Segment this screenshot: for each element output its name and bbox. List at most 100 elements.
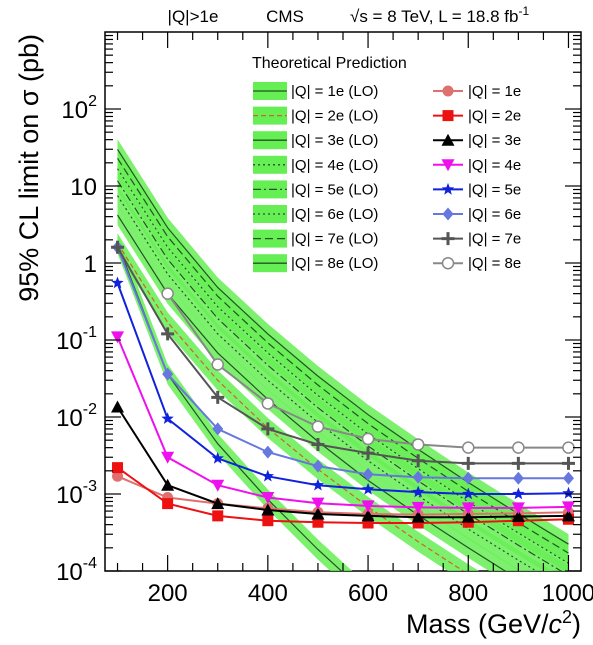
limit-point-7e-3 <box>211 390 225 404</box>
limit-point-3e-1 <box>111 400 125 413</box>
limit-series <box>111 240 575 529</box>
limit-point-6e-3 <box>212 422 224 436</box>
limit-point-2e-7 <box>412 517 424 529</box>
legend-series-marker-2e <box>442 110 454 122</box>
y-tick-label-base: 10 <box>70 174 97 201</box>
limit-point-3e-10 <box>561 509 575 522</box>
limit-point-7e-1 <box>111 240 125 254</box>
limit-point-3e-3 <box>211 497 225 510</box>
limit-point-8e-2 <box>211 358 224 371</box>
theory-line-5e <box>116 180 563 571</box>
legend-series-marker-8e <box>441 256 455 270</box>
y-tick-label-base: 10 <box>56 482 83 509</box>
x-axis-title-close: ) <box>572 609 581 639</box>
limit-point-5e-10 <box>562 486 575 499</box>
limit-point-4e-3 <box>211 479 225 492</box>
limit-point-3e-2 <box>161 478 175 491</box>
limit-point-4e-4 <box>261 492 275 505</box>
limit-point-6e-10 <box>562 471 574 485</box>
axis-ticks <box>105 32 581 572</box>
y-tick-label: 10-1 <box>56 324 97 355</box>
legend-series-marker-7e <box>441 232 455 246</box>
limit-point-2e-3 <box>212 510 224 522</box>
limit-point-5e-7 <box>412 485 425 498</box>
legend-theory-label-3e: |Q| = 3e (LO) <box>291 132 378 149</box>
legend-theory-label-6e: |Q| = 6e (LO) <box>291 206 378 223</box>
y-tick-label-base: 1 <box>84 251 97 278</box>
limit-point-7e-6 <box>361 446 375 460</box>
legend-series-label-4e: |Q| = 4e <box>468 157 521 174</box>
limit-point-7e-2 <box>161 327 175 341</box>
legend-theory-label-2e: |Q| = 2e (LO) <box>291 108 378 125</box>
x-tick-label-800: 800 <box>448 580 488 607</box>
limit-point-4e-10 <box>561 501 575 514</box>
x-axis-title-exp: 2 <box>562 607 572 627</box>
legend-series-marker-4e <box>441 159 455 172</box>
y-tick-label: 1 <box>84 251 97 278</box>
limit-point-3e-4 <box>261 503 275 516</box>
y-tick-label-exp: -1 <box>83 324 97 341</box>
limit-point-2e-2 <box>162 498 174 510</box>
y-tick-label-exp: -3 <box>83 478 97 495</box>
limit-point-8e-1 <box>161 287 174 300</box>
limit-point-5e-4 <box>261 469 274 482</box>
legend: Theoretical Prediction |Q| = 1e (LO) |Q| … <box>252 55 521 273</box>
limit-point-7e-7 <box>411 454 425 468</box>
y-tick-label: 102 <box>61 93 97 124</box>
limit-point-3e-8 <box>461 510 475 523</box>
limit-point-2e-6 <box>362 517 374 529</box>
limit-point-4e-7 <box>411 501 425 514</box>
legend-series-label-7e: |Q| = 7e <box>468 231 521 248</box>
legend-series-marker-6e <box>442 207 454 221</box>
limit-line-6e <box>116 246 569 480</box>
y-tick-label: 10-2 <box>56 401 97 432</box>
limit-point-6e-8 <box>462 471 474 485</box>
limit-point-5e-2 <box>161 412 174 424</box>
x-axis-title-c: c <box>548 609 562 639</box>
limit-point-5e-8 <box>462 487 475 500</box>
limit-point-4e-9 <box>511 502 525 515</box>
x-tick-label-600: 600 <box>348 580 388 607</box>
legend-series-label-6e: |Q| = 6e <box>468 206 521 223</box>
y-tick-label-base: 10 <box>56 405 83 432</box>
limit-point-8e-3 <box>261 397 275 410</box>
legend-series-label-5e: |Q| = 5e <box>468 181 521 198</box>
x-tick-label-200: 200 <box>148 580 188 607</box>
y-tick-label: 10 <box>70 174 97 201</box>
limit-line-1e <box>117 475 569 516</box>
y-tick-label-base: 10 <box>56 328 83 355</box>
limit-point-8e-4 <box>311 420 325 433</box>
legend-series-marker-1e <box>442 85 454 97</box>
legend-series-label-3e: |Q| = 3e <box>468 132 521 149</box>
header-charge-condition: |Q|>1e <box>168 7 219 26</box>
legend-title: Theoretical Prediction <box>252 55 407 72</box>
legend-theory-label-7e: |Q| = 7e (LO) <box>291 231 378 248</box>
y-tick-label-exp: -2 <box>83 401 97 418</box>
limit-point-3e-5 <box>311 507 325 520</box>
header-energy-lumi: √s = 8 TeV, L = 18.8 fb-1 <box>350 4 529 26</box>
limit-point-3e-9 <box>511 510 525 523</box>
legend-theory-label-8e: |Q| = 8e (LO) <box>291 255 378 272</box>
limit-line-4e <box>116 336 569 509</box>
limit-point-7e-8 <box>461 456 475 470</box>
limit-line-5e <box>116 282 569 495</box>
limit-line-2e <box>116 466 569 524</box>
limit-line-3e <box>116 406 569 519</box>
limit-point-6e-2 <box>162 367 174 381</box>
limit-point-8e-6 <box>411 438 425 451</box>
x-tick-label-400: 400 <box>248 580 288 607</box>
header-experiment: CMS <box>266 7 304 26</box>
limit-point-7e-10 <box>561 456 575 470</box>
y-tick-label-base: 10 <box>56 559 83 586</box>
limit-point-4e-6 <box>361 500 375 513</box>
legend-theory-label-5e: |Q| = 5e (LO) <box>291 181 378 198</box>
header-energy-superscript: -1 <box>518 4 529 18</box>
y-tick-label-exp: -4 <box>83 555 97 572</box>
theory-line-4e <box>116 195 538 571</box>
limit-point-7e-5 <box>311 437 325 451</box>
limit-point-5e-3 <box>211 451 224 464</box>
y-tick-label-exp: 2 <box>88 93 97 110</box>
limit-point-4e-5 <box>311 497 325 510</box>
